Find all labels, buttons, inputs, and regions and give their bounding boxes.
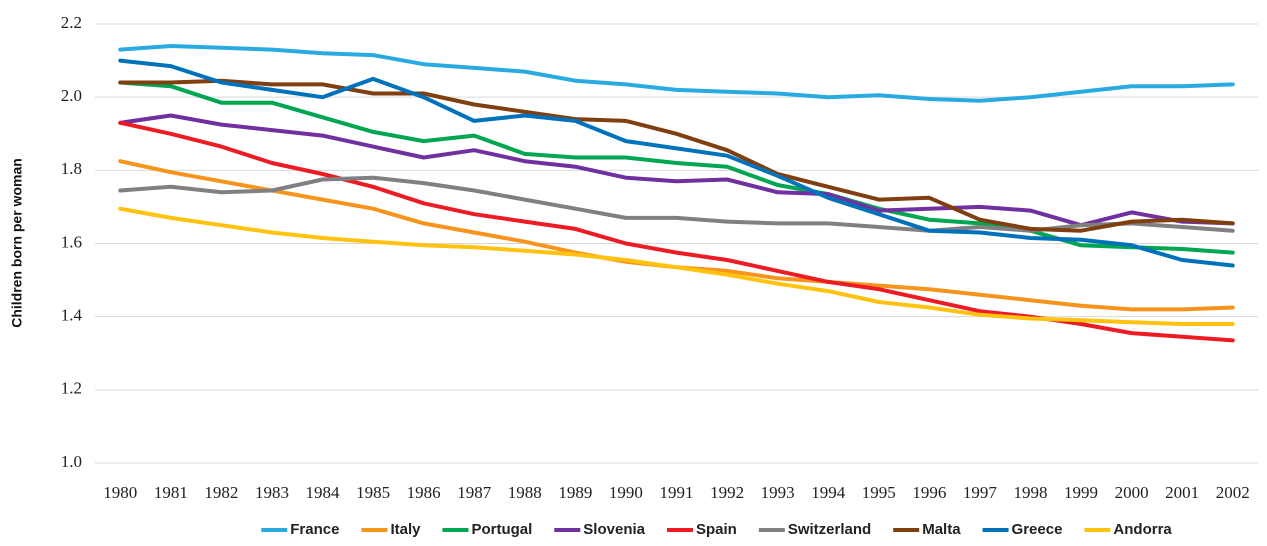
x-tick-label: 1995 <box>862 483 896 502</box>
y-tick-label: 2.2 <box>61 13 82 32</box>
x-tick-label: 1982 <box>204 483 238 502</box>
x-tick-label: 1997 <box>963 483 998 502</box>
x-tick-label: 1999 <box>1064 483 1098 502</box>
x-tick-label: 1981 <box>154 483 188 502</box>
x-tick-label: 1988 <box>508 483 542 502</box>
x-tick-label: 1992 <box>710 483 744 502</box>
series-line <box>118 58 1235 268</box>
x-tick-label: 2002 <box>1216 483 1250 502</box>
x-tick-label: 1994 <box>811 483 846 502</box>
series-line <box>118 80 1235 255</box>
series-line <box>118 44 1235 103</box>
legend-label: France <box>290 521 339 538</box>
legend-label: Greece <box>1012 521 1063 538</box>
x-tick-label: 1996 <box>912 483 946 502</box>
x-tick-label: 1991 <box>660 483 694 502</box>
legend-label: Portugal <box>471 521 532 538</box>
y-axis-label: Children born per woman <box>9 158 25 328</box>
x-tick-label: 1983 <box>255 483 289 502</box>
x-tick-label: 1986 <box>407 483 441 502</box>
y-tick-label: 1.0 <box>61 452 82 471</box>
x-tick-label: 1989 <box>558 483 592 502</box>
y-tick-label: 1.8 <box>61 159 82 178</box>
x-tick-label: 1998 <box>1013 483 1047 502</box>
y-tick-label: 1.6 <box>61 232 82 251</box>
y-tick-label: 1.2 <box>61 379 82 398</box>
x-tick-label: 1984 <box>306 483 341 502</box>
x-tick-label: 1990 <box>609 483 643 502</box>
x-tick-label: 2000 <box>1115 483 1149 502</box>
legend: France Italy Portugal Slovenia Spain Switzerl… <box>261 521 1172 538</box>
legend-label: Andorra <box>1113 521 1172 538</box>
series-line <box>118 78 1235 233</box>
x-tick-label: 1985 <box>356 483 390 502</box>
y-tick-label: 2.0 <box>61 86 82 105</box>
y-tick-label: 1.4 <box>61 306 83 325</box>
x-tick-label: 2001 <box>1165 483 1199 502</box>
legend-label: Spain <box>696 521 737 538</box>
x-tick-label: 1993 <box>761 483 795 502</box>
x-tick-label: 1987 <box>457 483 492 502</box>
series-line <box>118 206 1235 326</box>
legend-label: Malta <box>922 521 961 538</box>
x-tick-label: 1980 <box>103 483 137 502</box>
legend-label: Slovenia <box>583 521 645 538</box>
legend-label: Switzerland <box>788 521 871 538</box>
legend-label: Italy <box>390 521 421 538</box>
series-line <box>118 113 1235 228</box>
